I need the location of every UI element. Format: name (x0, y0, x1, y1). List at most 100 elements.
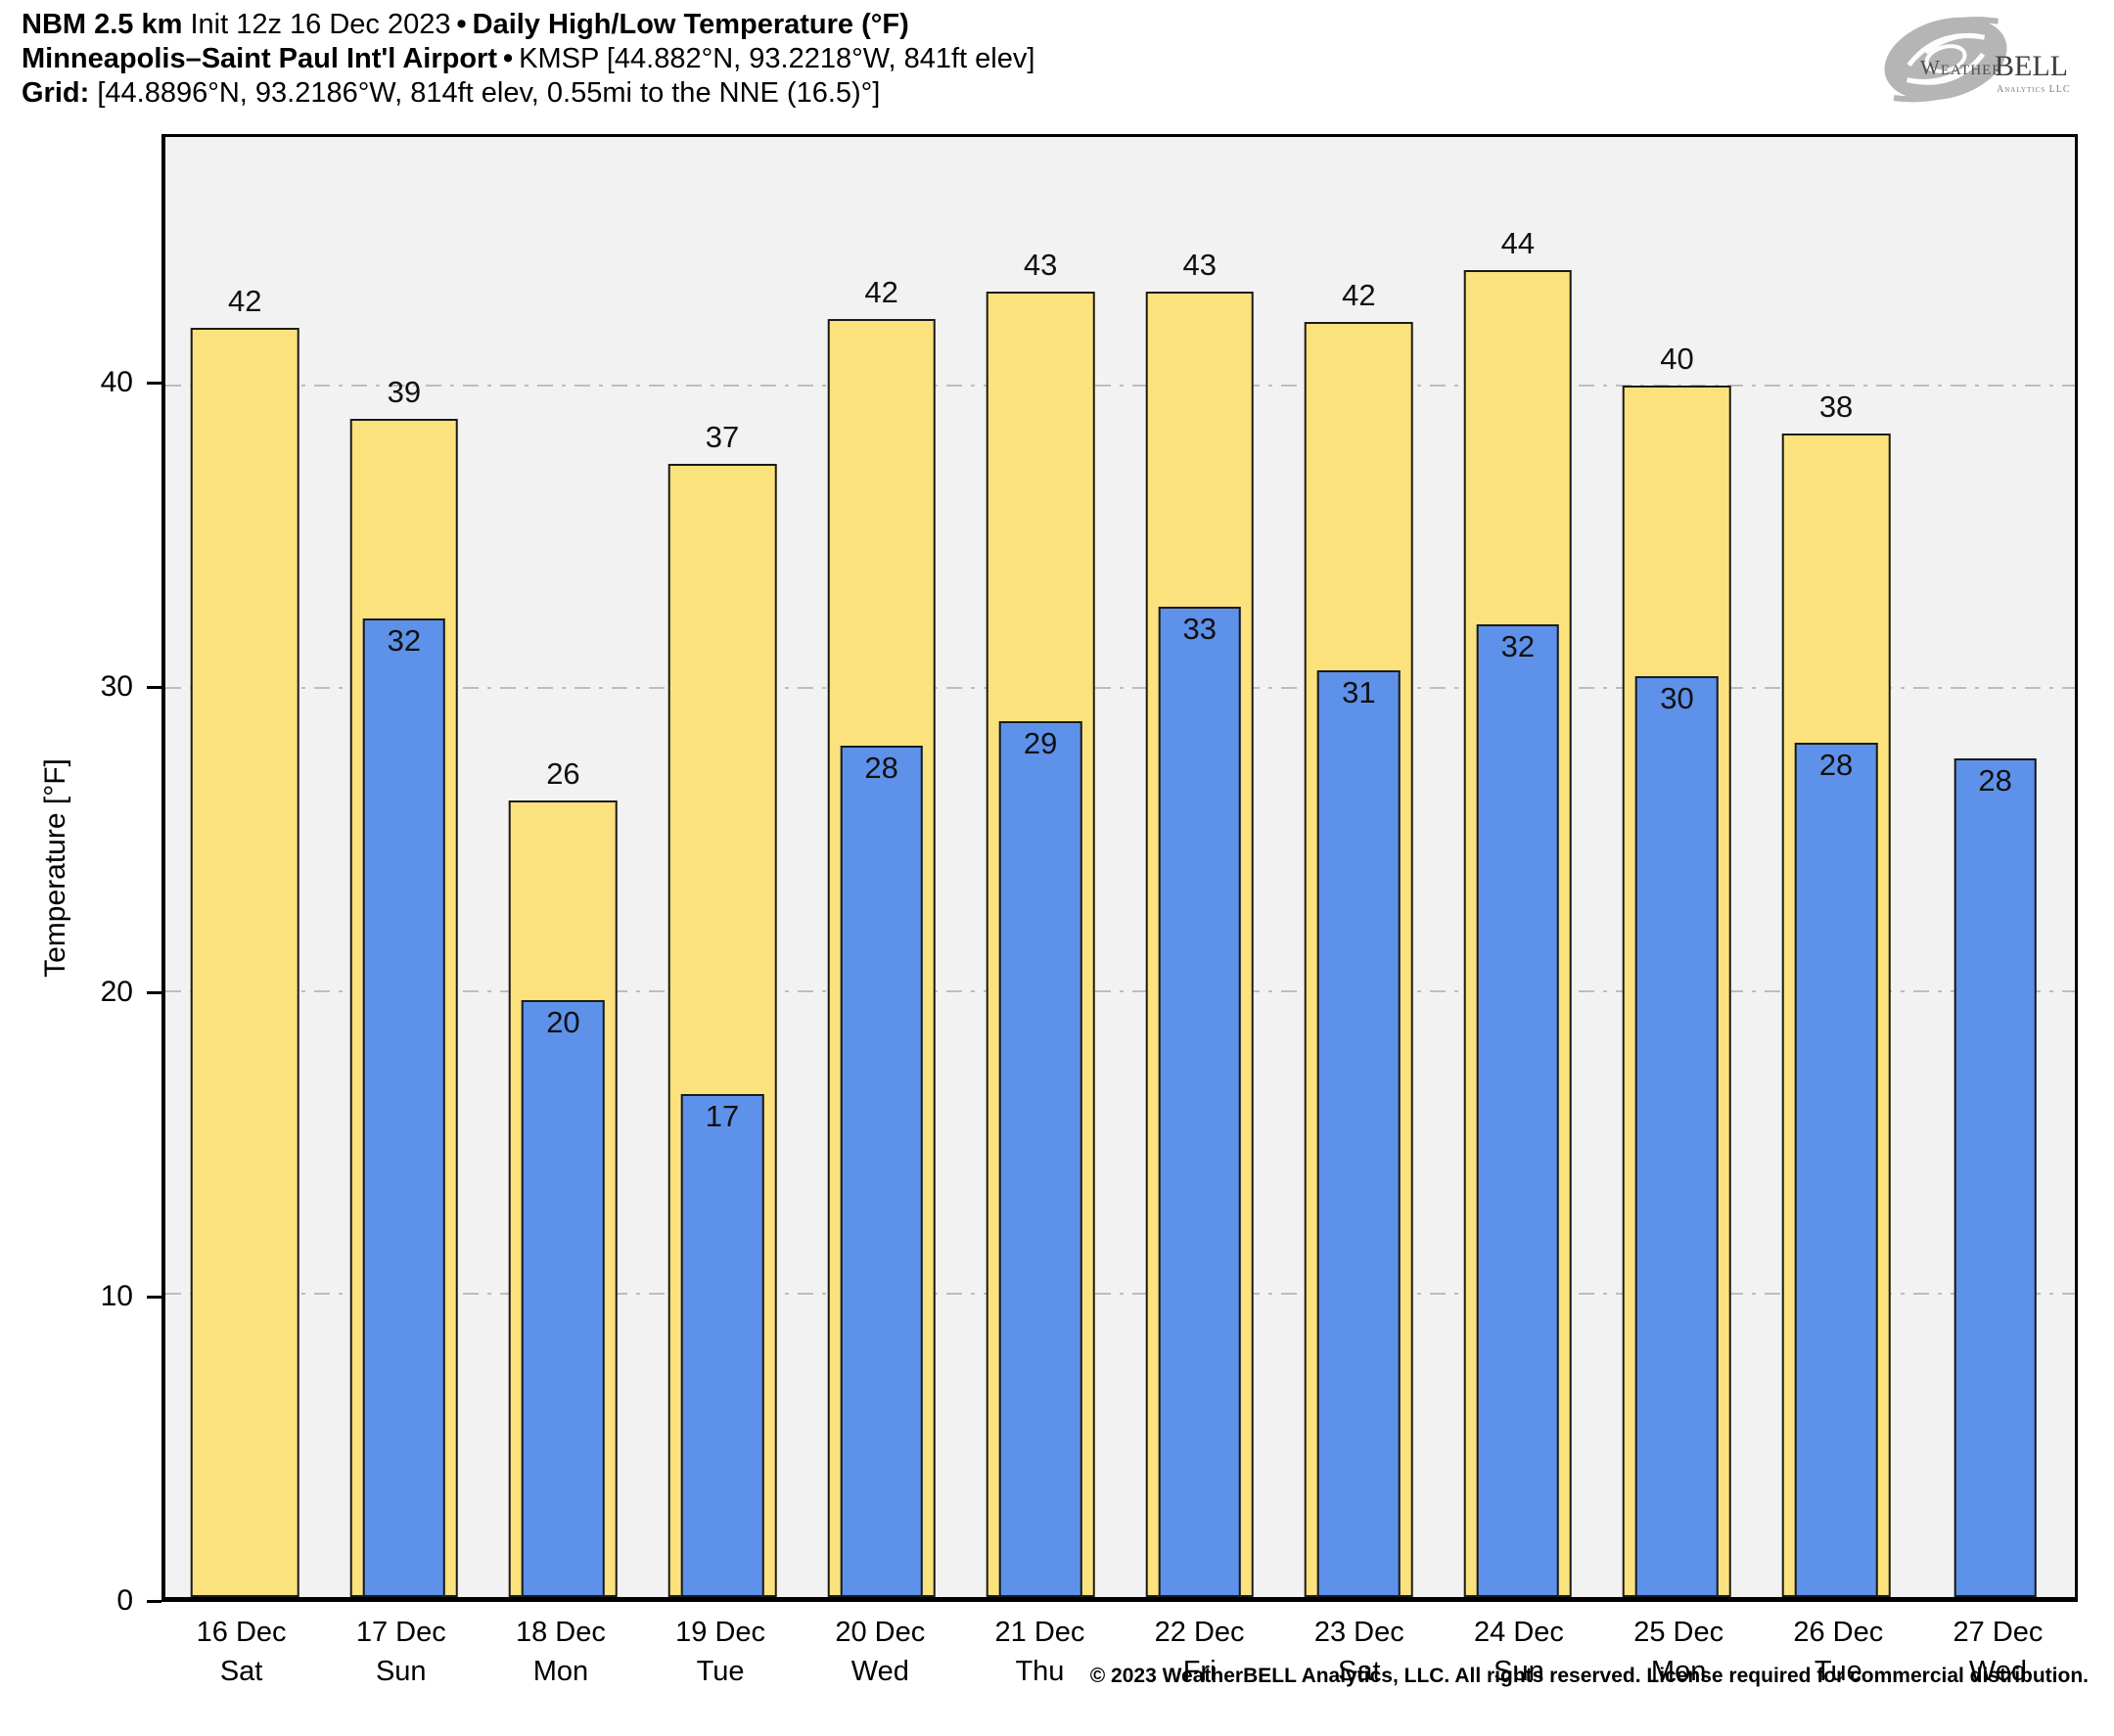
high-value-label: 43 (1023, 247, 1058, 282)
high-value-label: 39 (387, 374, 422, 409)
x-axis-label-date: 22 Dec (1154, 1617, 1245, 1648)
x-axis-label: 27 Dec Wed (1918, 1617, 2078, 1688)
x-axis-label: 23 Dec Sat (1279, 1617, 1439, 1688)
high-value-label: 42 (864, 274, 898, 309)
grid-meta: [44.8896°N, 93.2186°W, 814ft elev, 0.55m… (97, 77, 881, 109)
y-axis-tick-mark (147, 990, 161, 994)
x-axis-label-dow: Sat (1338, 1656, 1381, 1687)
low-value-label: 33 (1182, 611, 1217, 646)
header-title-block: NBM 2.5 km Init 12z 16 Dec 2023 • Daily Hi… (22, 8, 1034, 111)
station-name: Minneapolis–Saint Paul Int'l Airport (22, 43, 497, 74)
x-axis-label: 22 Dec Fri (1120, 1617, 1279, 1688)
high-value-label: 42 (228, 284, 262, 319)
x-axis-label-date: 23 Dec (1313, 1617, 1404, 1648)
x-axis-label: 21 Dec Thu (960, 1617, 1120, 1688)
x-axis-label-date: 16 Dec (196, 1617, 287, 1648)
x-axis-label-dow: Wed (1968, 1656, 2028, 1687)
bar-slots: 42 32 39 20 26 17 37 28 42 29 43 33 43 31 42 32 44 30 40 28… (165, 137, 2075, 1597)
low-value-label: 20 (546, 1005, 580, 1040)
y-axis-tick-mark (147, 686, 161, 690)
x-axis-label-date: 19 Dec (675, 1617, 766, 1648)
logo-subtitle: Analytics LLC (1997, 84, 2071, 95)
low-value-label: 28 (1978, 762, 2012, 798)
low-bar: 28 (1794, 743, 1878, 1597)
x-axis-label-dow: Wed (850, 1656, 909, 1687)
high-value-label: 44 (1500, 226, 1536, 261)
y-axis-tick-labels: 0 10 20 30 40 (0, 134, 145, 1617)
x-axis-label: 24 Dec Sun (1439, 1617, 1598, 1688)
x-axis-label: 26 Dec Tue (1759, 1617, 1918, 1688)
low-value-label: 30 (1660, 681, 1694, 715)
y-axis-tick-label: 40 (100, 366, 133, 399)
high-value-label: 26 (546, 755, 580, 791)
y-axis-tick-label: 30 (100, 670, 133, 704)
low-bar: 28 (1953, 757, 2037, 1597)
logo-swirl-icon: Weather BELL Analytics LLC (1884, 17, 2071, 103)
low-value-label: 17 (705, 1099, 740, 1134)
bullet-separator: • (456, 9, 467, 40)
y-axis-tick-marks (147, 134, 161, 1603)
gridline (165, 1293, 2075, 1296)
x-axis-label-dow: Sat (219, 1656, 263, 1687)
low-bar: 28 (840, 746, 923, 1597)
header-line-2: Minneapolis–Saint Paul Int'l Airport • KMS… (22, 42, 1034, 76)
day-slot: 32 39 (325, 137, 484, 1597)
y-axis-tick-mark (147, 1295, 161, 1299)
x-axis-label-date: 24 Dec (1474, 1617, 1564, 1648)
y-axis-tick-mark (147, 382, 161, 386)
x-axis-label-dow: Thu (1015, 1656, 1065, 1687)
x-axis-label-dow: Sun (375, 1656, 427, 1687)
grid-label: Grid: (22, 77, 90, 109)
init-time: Init 12z 16 Dec 2023 (190, 9, 451, 40)
day-slot: 31 42 (1279, 137, 1439, 1597)
x-axis-label: 17 Dec Sun (321, 1617, 481, 1688)
high-value-label: 43 (1182, 247, 1217, 282)
low-value-label: 31 (1342, 674, 1376, 709)
copyright-note: © 2023 WeatherBELL Analytics, LLC. All r… (1089, 1665, 2089, 1687)
low-value-label: 29 (1023, 726, 1058, 761)
y-axis-tick-mark (147, 1600, 161, 1603)
x-axis-label: 20 Dec Wed (801, 1617, 960, 1688)
low-bar: 33 (1158, 606, 1242, 1597)
y-axis-tick-label: 0 (116, 1584, 133, 1617)
x-axis-label: 18 Dec Mon (481, 1617, 640, 1688)
x-axis-label-date: 20 Dec (835, 1617, 926, 1648)
low-bar: 30 (1635, 676, 1719, 1597)
weatherbell-logo: Weather BELL Analytics LLC (1860, 4, 2087, 114)
x-axis-label-dow: Sun (1494, 1656, 1544, 1687)
x-axis-label-dow: Fri (1182, 1656, 1217, 1687)
logo-text-bell: BELL (1995, 50, 2068, 82)
plot-area: 42 32 39 20 26 17 37 28 42 29 43 33 43 31 42 32 44 30 40 28… (161, 134, 2078, 1602)
y-axis-tick-label: 20 (100, 975, 133, 1008)
x-axis-label-dow: Tue (696, 1656, 745, 1687)
x-axis-label-date: 27 Dec (1953, 1617, 2044, 1648)
x-axis-label-date: 18 Dec (515, 1617, 606, 1648)
low-value-label: 32 (1500, 629, 1536, 664)
high-value-label: 40 (1660, 341, 1694, 376)
header-line-1: NBM 2.5 km Init 12z 16 Dec 2023 • Daily Hi… (22, 8, 1034, 42)
x-axis-label-dow: Mon (1650, 1656, 1707, 1687)
gridline (165, 989, 2075, 992)
low-bar: 29 (998, 721, 1082, 1597)
day-slot: 28 42 (802, 137, 961, 1597)
day-slot: 20 26 (483, 137, 643, 1597)
logo-text-weather: Weather (1920, 56, 2002, 79)
station-meta: KMSP [44.882°N, 93.2218°W, 841ft elev] (519, 43, 1035, 74)
day-slot: 17 37 (643, 137, 803, 1597)
day-slot: 28 38 (1757, 137, 1916, 1597)
high-value-label: 42 (1342, 277, 1376, 312)
low-bar: 17 (680, 1094, 764, 1597)
day-slot: 28 (1915, 137, 2075, 1597)
x-axis-label-dow: Tue (1814, 1656, 1862, 1687)
x-axis-label-date: 21 Dec (994, 1617, 1085, 1648)
x-axis-labels: 16 Dec Sat 17 Dec Sun 18 Dec Mon 19 Dec Tue 20 D… (161, 1617, 2078, 1688)
day-slot: 33 43 (1120, 137, 1279, 1597)
day-slot: 42 (165, 137, 325, 1597)
x-axis-label: 16 Dec Sat (161, 1617, 321, 1688)
low-bar: 20 (522, 1000, 605, 1597)
day-slot: 29 43 (961, 137, 1121, 1597)
high-value-label: 37 (705, 420, 740, 455)
x-axis-label: 25 Dec Mon (1599, 1617, 1759, 1688)
y-axis-tick-label: 10 (100, 1279, 133, 1312)
